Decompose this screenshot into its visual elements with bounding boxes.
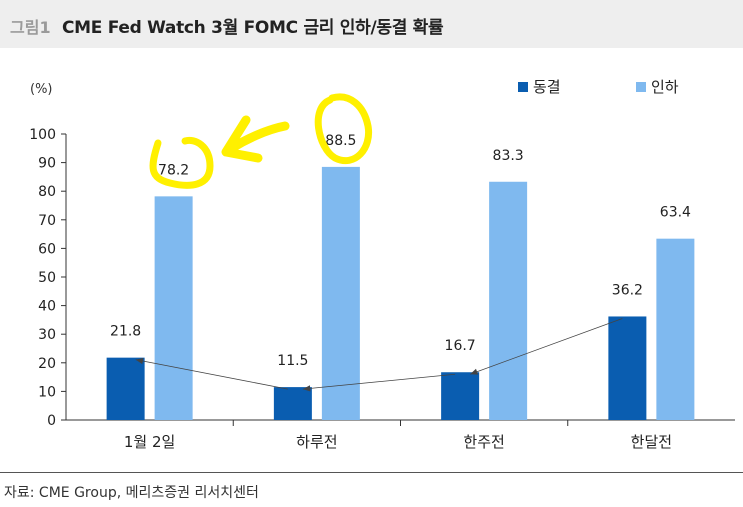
bar-cut [321,166,360,420]
data-label-freeze: 36.2 [612,282,643,298]
trend-arrowhead [135,357,144,365]
chart-area: (%) 0 10 20 30 40 50 60 70 80 90 100 1월 2일 21.8 78.2 하루… [0,48,743,468]
trend-line [135,359,288,390]
y-tick-label: 20 [38,356,56,372]
bar-cut [656,238,695,420]
bar-freeze [608,316,647,420]
y-tick-label: 40 [38,299,56,315]
y-tick-label: 100 [29,127,56,143]
y-tick-label: 50 [38,270,56,286]
legend-swatch [518,82,528,92]
legend-label: 동결 [533,78,561,96]
x-tick-label: 한주전 [463,433,504,451]
legend-swatch [636,82,646,92]
y-tick-label: 60 [38,241,56,257]
x-tick-label: 한달전 [631,433,672,451]
data-label-freeze: 16.7 [445,338,476,354]
y-tick-label: 10 [38,384,56,400]
data-label-cut: 88.5 [325,133,356,149]
bar-freeze [273,387,312,420]
y-tick-label: 70 [38,213,56,229]
figure-title: CME Fed Watch 3월 FOMC 금리 인하/동결 확률 [62,18,444,38]
y-tick-label: 0 [47,413,56,429]
source-note: 자료: CME Group, 메리츠증권 리서치센터 [4,485,259,501]
bar-cut [489,181,528,420]
highlight-circle [314,93,373,165]
figure-label: 그림1 [10,18,51,37]
highlight-arrow-head [221,115,263,163]
highlight-arrow-shaft [227,121,290,153]
bar-freeze [106,357,145,420]
trend-line [469,318,623,375]
trend-arrowhead [302,385,311,392]
trend-arrowhead [470,368,479,375]
bar-cut [154,196,193,420]
data-label-cut: 63.4 [660,205,691,221]
x-tick-label: 1월 2일 [124,433,175,451]
legend-label: 인하 [651,78,679,96]
bar-freeze [441,372,480,420]
x-tick-label: 하루전 [296,433,337,451]
footer-divider [0,472,743,473]
data-label-freeze: 21.8 [110,324,141,340]
data-label-cut: 78.2 [158,162,189,178]
y-tick-label: 90 [38,156,56,172]
trend-line [302,373,456,390]
bar-chart: (%) 0 10 20 30 40 50 60 70 80 90 100 1월 2일 21.8 78.2 하루… [29,78,735,451]
y-tick-label: 80 [38,184,56,200]
figure-header: 그림1 CME Fed Watch 3월 FOMC 금리 인하/동결 확률 [0,0,743,48]
data-label-cut: 83.3 [493,148,524,164]
data-label-freeze: 11.5 [277,353,308,369]
highlight-circle [149,136,214,189]
y-tick-label: 30 [38,327,56,343]
y-unit-label: (%) [30,82,53,97]
